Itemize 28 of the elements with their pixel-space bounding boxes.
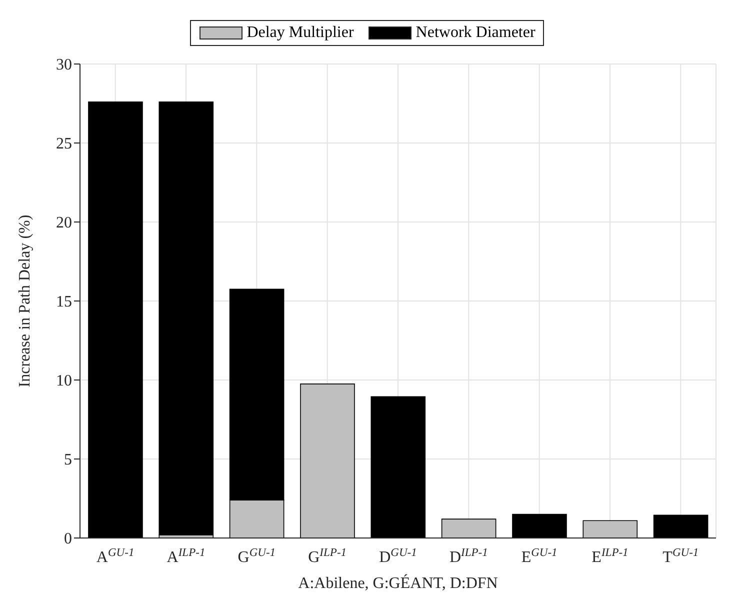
x-tick-label: A$^{GU-1}$ (96, 547, 134, 566)
x-tick-label: E$^{ILP-1}$ (592, 547, 628, 566)
y-tick-label: 0 (64, 530, 72, 548)
legend-label: Delay Multiplier (246, 24, 354, 42)
x-axis-title: A:Abilene, G:GÉANT, D:DFN (298, 574, 498, 592)
x-tick-label: G$^{GU-1}$ (238, 547, 276, 566)
y-tick-label: 15 (56, 294, 72, 311)
bar (88, 102, 143, 538)
x-tick-label: A$^{ILP-1}$ (166, 547, 206, 566)
legend-label: Network Diameter (416, 24, 536, 42)
bar (370, 396, 426, 538)
y-tick-label: 25 (56, 136, 72, 153)
bar (582, 520, 638, 538)
bar (653, 514, 708, 538)
bar (512, 514, 567, 538)
bar (158, 102, 214, 536)
y-tick-label: 20 (56, 214, 72, 232)
y-tick-label: 5 (64, 452, 72, 469)
bar (300, 384, 355, 538)
y-axis-title: Increase in Path Delay (%) (16, 214, 34, 388)
x-tick-label: D$^{ILP-1}$ (449, 547, 488, 566)
x-tick-label: G$^{ILP-1}$ (308, 547, 347, 566)
y-tick-label: 10 (56, 372, 72, 390)
x-tick-label: T$^{GU-1}$ (662, 547, 699, 566)
x-tick-label: E$^{GU-1}$ (521, 547, 558, 566)
y-tick-label: 30 (56, 56, 72, 74)
x-tick-label: D$^{GU-1}$ (379, 547, 417, 566)
bar (441, 518, 496, 538)
